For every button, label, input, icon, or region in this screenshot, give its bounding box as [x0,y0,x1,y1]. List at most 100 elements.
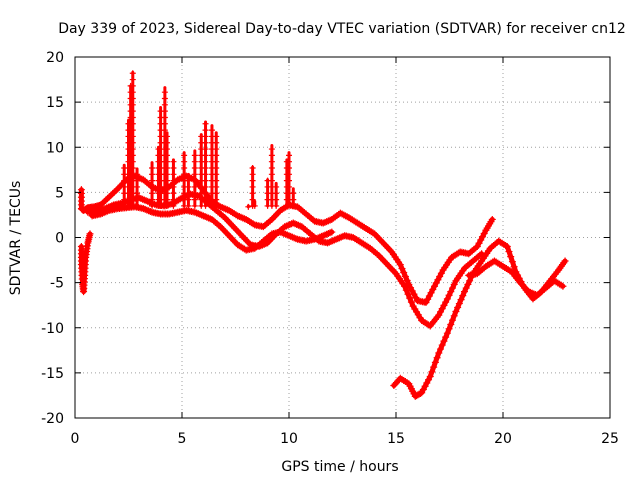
data-point [287,232,295,240]
data-point [428,368,436,376]
data-point [266,217,274,225]
data-point [164,177,171,184]
data-point [332,235,340,243]
data-point [528,289,536,297]
data-point [202,190,209,197]
data-point [164,146,171,153]
data-point [213,165,220,172]
data-point [161,114,168,121]
data-point [448,316,456,324]
data-point [407,284,415,292]
data-point [202,120,209,127]
data-point [86,230,94,238]
data-point [149,183,156,190]
data-point [134,190,141,197]
data-point [273,202,280,209]
data-point [286,183,292,190]
data-point [205,214,213,222]
data-point [435,311,443,319]
data-point [191,183,198,190]
data-point [401,272,409,280]
data-point [336,234,344,242]
data-point [170,202,177,209]
data-point [149,202,156,209]
data-point [442,333,450,341]
data-point [191,152,198,159]
data-point [191,196,198,203]
data-point [443,295,451,303]
data-point [561,257,569,265]
data-point [129,133,136,140]
data-point [427,289,435,297]
data-point [213,190,220,197]
data-point [134,202,141,209]
data-point [408,287,416,295]
data-point [97,210,105,218]
data-point [438,341,446,349]
data-point [217,203,225,211]
data-point [202,177,209,184]
data-point [447,321,455,329]
data-point [249,220,257,228]
data-point [403,276,411,284]
data-point [202,146,209,153]
data-point [129,158,136,165]
data-point [285,232,293,240]
data-point [185,190,192,197]
data-point [326,229,334,237]
data-point [450,280,458,288]
data-point [440,301,448,309]
data-point [447,288,455,296]
data-point [149,177,156,184]
data-point [405,280,413,288]
data-point [143,206,151,214]
data-point [164,165,171,172]
data-point [144,197,152,205]
data-point [400,269,408,277]
data-point [129,95,136,102]
data-point [249,165,256,172]
grid [75,57,610,418]
x-tick-label: 15 [387,431,405,447]
data-point [203,213,211,221]
data-point [105,193,113,201]
data-point [426,372,434,380]
data-point [452,308,460,316]
data-point [532,291,540,299]
data-point [526,288,534,296]
data-point [161,101,168,108]
y-tick-label: -10 [41,321,64,337]
data-point [100,209,108,217]
data-point [324,239,332,247]
data-point [268,171,275,178]
y-tick-label: -15 [41,366,64,382]
data-point [129,76,136,83]
data-point [337,233,345,241]
data-point [202,183,209,190]
data-point [149,190,156,197]
data-point [464,280,472,288]
data-point [218,204,226,212]
series-path [89,204,335,253]
data-point [129,114,136,121]
data-point [215,221,223,229]
data-point [416,389,424,397]
data-point [291,220,299,228]
data-point [431,358,439,366]
data-point [219,212,227,220]
data-point [319,232,327,240]
data-point [181,158,188,165]
data-point [161,127,168,134]
data-point [161,89,168,96]
data-point [141,205,149,213]
data-point [170,190,177,197]
data-point [460,288,468,296]
data-point [222,205,230,213]
data-point [134,177,141,184]
data-point [402,286,410,294]
data-point [276,228,284,236]
data-point [129,165,136,172]
data-point [419,385,427,393]
